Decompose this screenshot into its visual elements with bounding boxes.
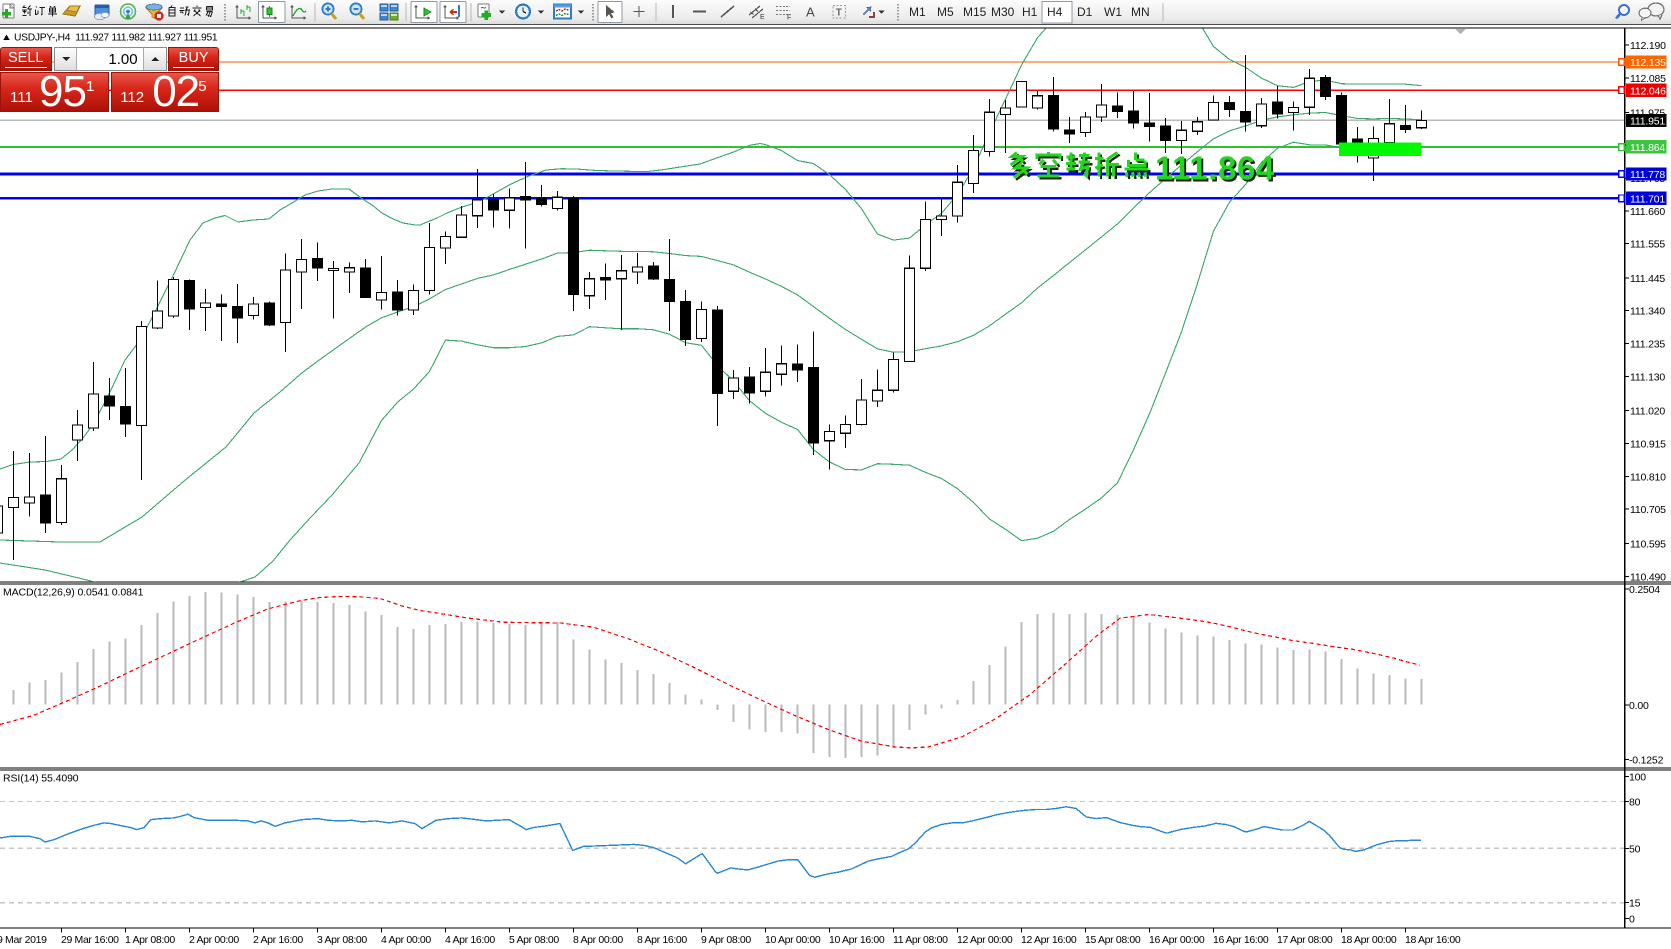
svg-text:M15: M15 — [963, 5, 987, 19]
svg-text:110.705: 110.705 — [1630, 504, 1666, 516]
svg-text:112.135: 112.135 — [1630, 57, 1666, 69]
svg-text:0.00: 0.00 — [1629, 700, 1649, 712]
svg-text:11 Apr 08:00: 11 Apr 08:00 — [893, 934, 948, 946]
svg-text:111.864: 111.864 — [1155, 150, 1275, 187]
svg-text:111.235: 111.235 — [1630, 339, 1665, 351]
svg-text:A: A — [806, 5, 815, 20]
svg-text:E: E — [760, 14, 765, 21]
svg-text:18 Apr 16:00: 18 Apr 16:00 — [1405, 934, 1461, 946]
svg-text:9 Apr 08:00: 9 Apr 08:00 — [701, 934, 751, 946]
svg-text:111.130: 111.130 — [1630, 371, 1665, 383]
svg-text:112.046: 112.046 — [1630, 85, 1666, 97]
svg-text:4 Apr 00:00: 4 Apr 00:00 — [381, 934, 431, 946]
svg-text:8 Apr 16:00: 8 Apr 16:00 — [637, 934, 687, 946]
svg-text:D1: D1 — [1077, 5, 1093, 19]
svg-text:29 Mar 16:00: 29 Mar 16:00 — [61, 934, 119, 946]
svg-text:3 Apr 08:00: 3 Apr 08:00 — [317, 934, 367, 946]
svg-text:H1: H1 — [1022, 5, 1038, 19]
svg-text:111.340: 111.340 — [1630, 306, 1665, 318]
svg-text:5 Apr 08:00: 5 Apr 08:00 — [509, 934, 559, 946]
svg-text:10 Apr 16:00: 10 Apr 16:00 — [829, 934, 885, 946]
svg-text:111.445: 111.445 — [1630, 273, 1665, 285]
svg-text:112.085: 112.085 — [1630, 73, 1666, 85]
svg-text:110.915: 110.915 — [1630, 439, 1666, 451]
svg-text:M5: M5 — [937, 5, 954, 19]
svg-text:10 Apr 00:00: 10 Apr 00:00 — [765, 934, 821, 946]
svg-text:M1: M1 — [909, 5, 926, 19]
svg-text:110.595: 110.595 — [1630, 538, 1666, 550]
svg-text:8 Apr 00:00: 8 Apr 00:00 — [573, 934, 623, 946]
svg-text:USDJPY-,H4 111.927 111.982 11: USDJPY-,H4 111.927 111.982 111.927 111.9… — [14, 33, 218, 44]
svg-text:2 Apr 00:00: 2 Apr 00:00 — [189, 934, 239, 946]
svg-text:100: 100 — [1629, 771, 1646, 783]
svg-text:16 Apr 16:00: 16 Apr 16:00 — [1213, 934, 1269, 946]
svg-text:M30: M30 — [991, 5, 1015, 19]
svg-text:H4: H4 — [1047, 5, 1063, 19]
svg-text:111.778: 111.778 — [1630, 169, 1665, 181]
svg-text:MACD(12,26,9) 0.0541 0.0841: MACD(12,26,9) 0.0541 0.0841 — [3, 587, 144, 599]
svg-text:4 Apr 16:00: 4 Apr 16:00 — [445, 934, 495, 946]
svg-text:-0.1252: -0.1252 — [1629, 755, 1664, 767]
svg-text:12 Apr 16:00: 12 Apr 16:00 — [1021, 934, 1077, 946]
svg-text:0: 0 — [1629, 913, 1635, 925]
svg-text:111.701: 111.701 — [1630, 194, 1665, 206]
svg-text:112.190: 112.190 — [1630, 40, 1666, 52]
svg-text:111.020: 111.020 — [1630, 406, 1665, 418]
svg-text:15: 15 — [1629, 898, 1641, 910]
svg-text:111.555: 111.555 — [1630, 239, 1665, 251]
svg-text:W1: W1 — [1104, 5, 1122, 19]
svg-text:29 Mar 2019: 29 Mar 2019 — [0, 934, 47, 946]
svg-text:111.864: 111.864 — [1630, 142, 1665, 154]
svg-text:50: 50 — [1629, 843, 1641, 855]
svg-text:110.810: 110.810 — [1630, 471, 1666, 483]
svg-text:12 Apr 00:00: 12 Apr 00:00 — [957, 934, 1013, 946]
svg-text:F: F — [787, 15, 791, 22]
svg-text:80: 80 — [1629, 797, 1641, 809]
svg-text:110.490: 110.490 — [1630, 571, 1666, 583]
svg-text:16 Apr 00:00: 16 Apr 00:00 — [1149, 934, 1205, 946]
svg-text:RSI(14) 55.4090: RSI(14) 55.4090 — [3, 773, 79, 785]
svg-text:17 Apr 08:00: 17 Apr 08:00 — [1277, 934, 1333, 946]
svg-text:MN: MN — [1131, 5, 1150, 19]
svg-text:1 Apr 08:00: 1 Apr 08:00 — [125, 934, 175, 946]
svg-text:T: T — [836, 8, 842, 19]
svg-text:111.660: 111.660 — [1630, 206, 1665, 218]
svg-text:18 Apr 00:00: 18 Apr 00:00 — [1341, 934, 1397, 946]
svg-text:2 Apr 16:00: 2 Apr 16:00 — [253, 934, 303, 946]
svg-text:111.864: 111.864 — [1157, 151, 1277, 188]
svg-text:0.2504: 0.2504 — [1629, 584, 1660, 596]
svg-text:15 Apr 08:00: 15 Apr 08:00 — [1085, 934, 1141, 946]
svg-text:111.951: 111.951 — [1630, 116, 1665, 128]
